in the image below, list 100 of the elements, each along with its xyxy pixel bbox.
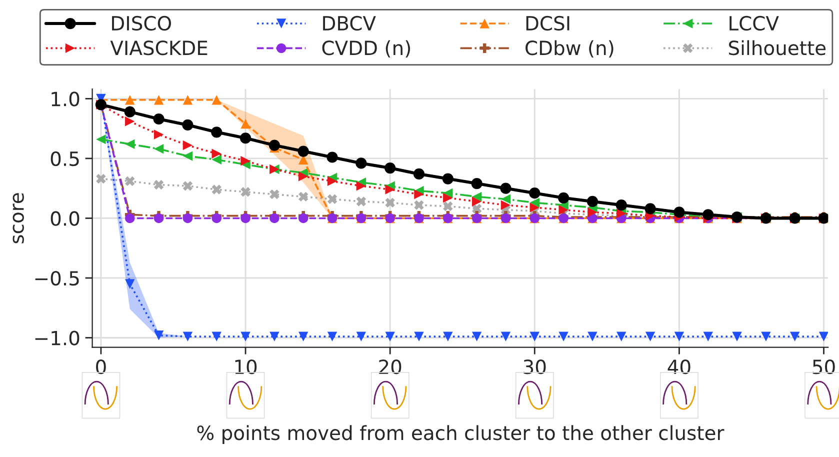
point (327, 332, 338, 342)
point (182, 119, 194, 131)
point (674, 332, 684, 342)
point (298, 172, 308, 182)
point (125, 213, 135, 224)
point (558, 204, 568, 215)
point (443, 188, 453, 198)
point (385, 332, 395, 342)
point (414, 332, 424, 342)
point (125, 176, 135, 186)
y-tick-label: 0.0 (50, 211, 80, 226)
point (154, 180, 164, 190)
point (500, 332, 511, 342)
x-tick-label: 40 (668, 359, 690, 374)
point (326, 152, 338, 163)
point (385, 198, 395, 208)
y-tick-label: 0.5 (50, 151, 79, 166)
point (327, 176, 338, 186)
x-tick-label: 30 (524, 359, 546, 374)
point (298, 146, 309, 157)
point (472, 332, 482, 342)
point (761, 332, 771, 342)
point (500, 200, 511, 210)
point (530, 202, 540, 212)
point (212, 148, 222, 159)
point (240, 187, 250, 197)
point (154, 213, 164, 224)
point (616, 200, 627, 211)
point (212, 95, 222, 105)
point (182, 95, 193, 105)
point (96, 134, 106, 144)
legend-label: LCCV (730, 16, 779, 31)
point (153, 113, 164, 125)
point (414, 189, 424, 200)
point (586, 196, 598, 208)
point (240, 332, 250, 342)
point (703, 332, 713, 342)
point (211, 126, 222, 138)
y-tick-label: −1.0 (35, 330, 80, 346)
point (182, 213, 193, 224)
point (212, 332, 222, 342)
point (327, 194, 338, 204)
legend-label: DISCO (112, 16, 171, 31)
point (732, 332, 742, 342)
point (558, 332, 568, 342)
point (529, 188, 540, 199)
point (270, 332, 280, 342)
point (674, 206, 685, 218)
point (154, 130, 164, 140)
point (182, 332, 193, 342)
point (240, 156, 250, 166)
point (125, 139, 135, 149)
point (530, 332, 540, 342)
point (414, 200, 424, 210)
point (471, 178, 482, 190)
point (240, 132, 252, 144)
point (356, 181, 366, 191)
y-axis-title: score (12, 193, 24, 244)
point (443, 332, 453, 342)
point (298, 192, 308, 202)
point (356, 196, 366, 206)
x-axis-title: % points moved from each cluster to the other cluster (197, 425, 724, 444)
point (790, 332, 800, 342)
legend-label: VIASCKDE (110, 40, 208, 56)
point (588, 332, 598, 342)
point (268, 140, 280, 151)
y-tick-label: 1.0 (52, 92, 80, 106)
point (182, 151, 193, 161)
point (96, 174, 106, 184)
point (443, 201, 453, 212)
point (500, 194, 511, 204)
point (154, 144, 164, 154)
point (270, 213, 280, 224)
point (298, 213, 308, 224)
point (645, 332, 656, 342)
point (212, 213, 222, 224)
point (472, 196, 482, 206)
point (702, 209, 714, 220)
x-tick-label: 50 (812, 359, 835, 374)
point (616, 332, 626, 342)
point (182, 140, 193, 150)
point (818, 332, 828, 342)
point (413, 168, 425, 180)
point (616, 208, 626, 218)
point (472, 192, 482, 202)
point (385, 184, 395, 194)
x-tick-label: 0 (96, 359, 106, 374)
legend-label: DCSI (526, 16, 570, 31)
y-tick-label: −0.5 (35, 270, 79, 286)
point (154, 95, 164, 105)
point (125, 116, 135, 126)
point (212, 184, 222, 194)
point (240, 213, 250, 224)
legend-label: Silhouette (729, 40, 826, 56)
point (298, 332, 308, 342)
legend-label: CDbw (n) (526, 40, 614, 58)
point (270, 189, 280, 200)
point (530, 198, 540, 208)
point (124, 106, 136, 118)
point (443, 193, 453, 203)
